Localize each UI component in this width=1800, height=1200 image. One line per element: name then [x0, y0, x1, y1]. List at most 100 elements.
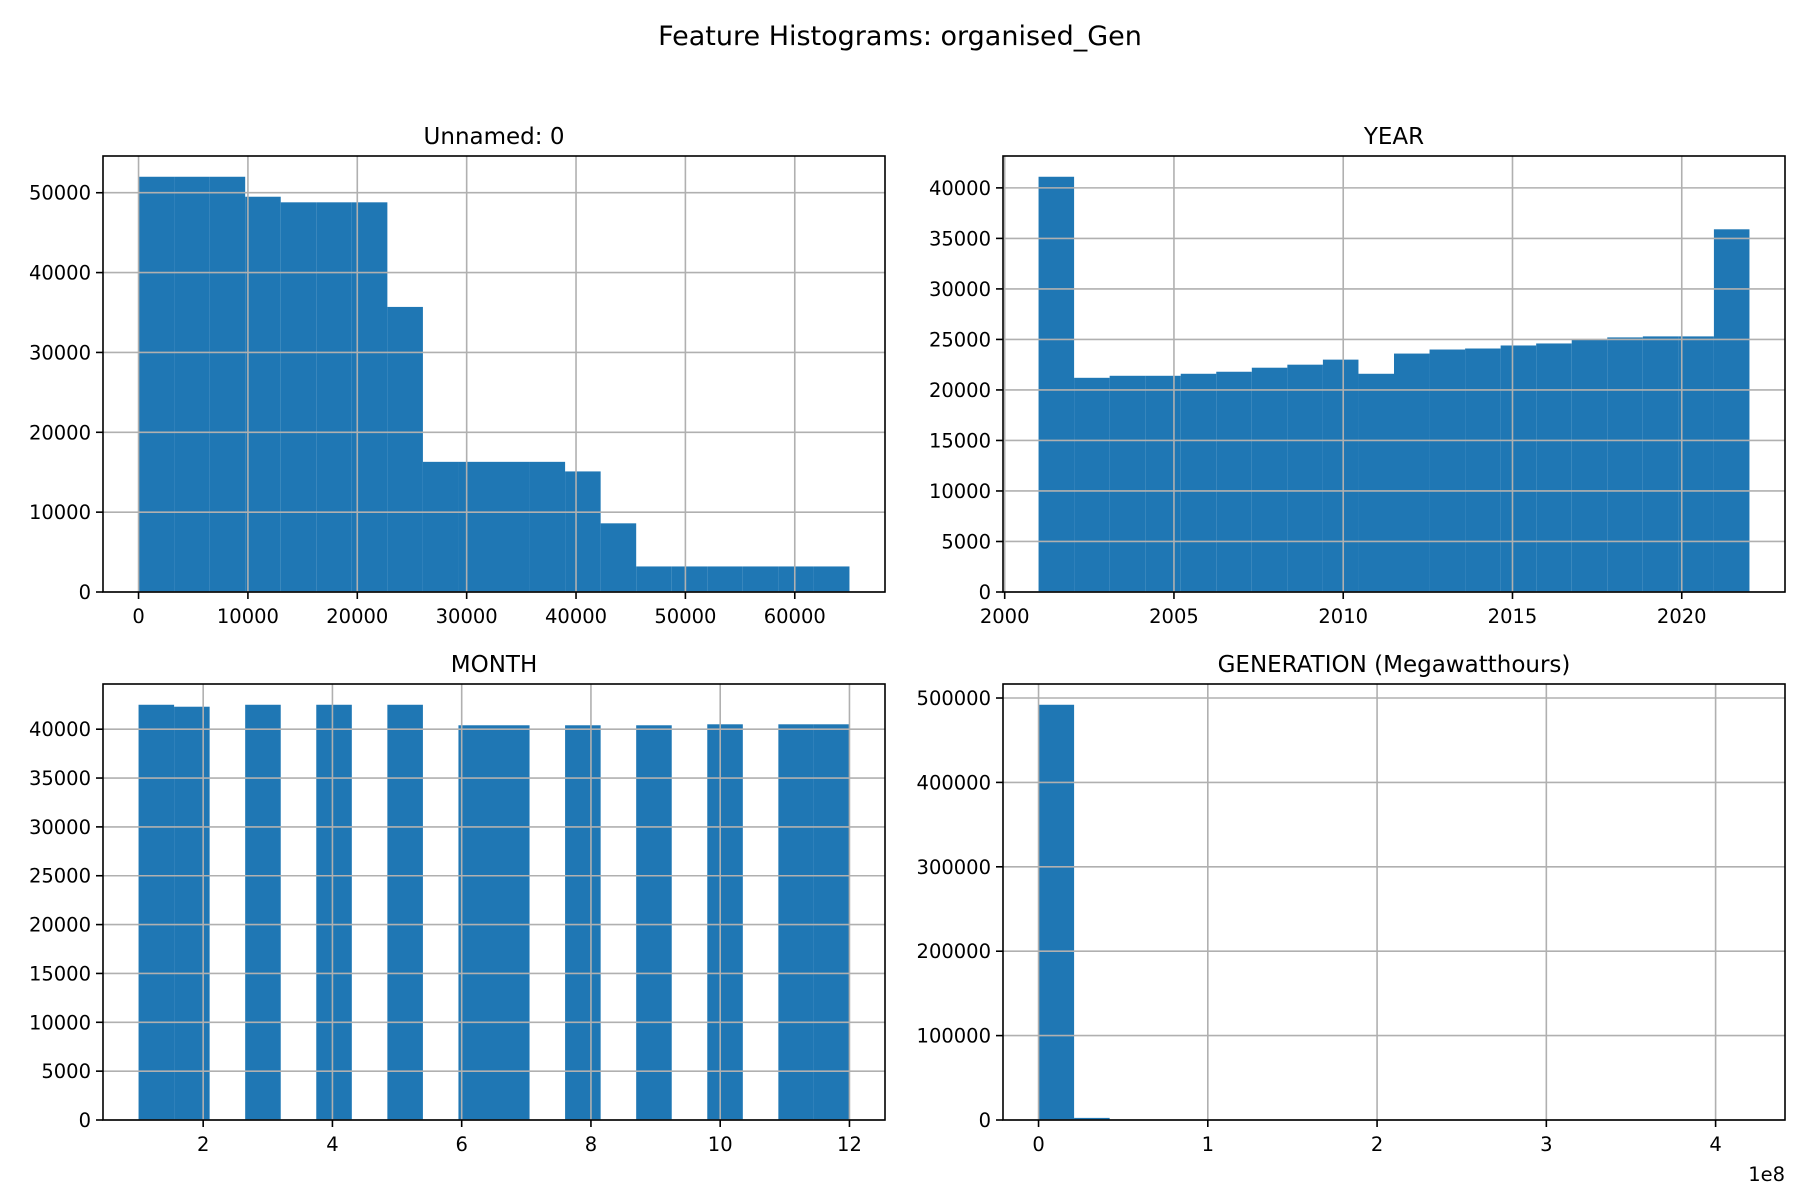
histogram-bar	[1322, 359, 1359, 592]
x-tick-label: 4	[326, 1133, 338, 1156]
histogram-bar	[1642, 336, 1679, 592]
histogram-bar	[778, 724, 814, 1120]
histogram-bar	[813, 724, 850, 1120]
y-tick-label: 40000	[29, 262, 91, 285]
histogram-bar	[1536, 343, 1572, 592]
histogram-bar	[1109, 375, 1146, 592]
histogram-bar	[565, 471, 601, 592]
x-axis-offset-label: 1e8	[1748, 1163, 1785, 1186]
histogram-bar	[316, 202, 352, 592]
histogram-bar	[1571, 339, 1608, 592]
y-tick-label: 10000	[929, 480, 991, 503]
y-tick-label: 25000	[29, 865, 91, 888]
x-tick-label: 2015	[1488, 605, 1538, 628]
x-tick-label: 1	[1202, 1133, 1214, 1156]
x-tick-label: 0	[132, 605, 144, 628]
axes-frame	[1002, 155, 1786, 593]
y-tick-label: 15000	[929, 429, 991, 452]
histogram-bar	[1713, 229, 1750, 593]
histogram-bar	[1251, 367, 1288, 592]
histogram-bar	[1394, 353, 1430, 592]
axes-frame	[102, 683, 886, 1121]
figure-title: Feature Histograms: organised_Gen	[658, 21, 1142, 52]
histogram-bar	[636, 566, 672, 592]
histogram-bar	[1145, 375, 1181, 592]
y-tick-label: 40000	[29, 718, 91, 741]
subplot-title: Unnamed: 0	[424, 124, 565, 150]
histogram-bar	[707, 724, 743, 1120]
histogram-bar	[1465, 348, 1501, 592]
axes-frame	[1002, 683, 1786, 1121]
histogram-bar	[742, 566, 779, 592]
y-tick-label: 5000	[941, 530, 991, 553]
y-tick-label: 10000	[29, 1011, 91, 1034]
y-tick-label: 0	[979, 1109, 991, 1132]
histogram-bar	[1287, 364, 1323, 592]
histogram-bar	[636, 725, 672, 1120]
histogram-bar	[138, 176, 175, 592]
y-tick-label: 10000	[29, 501, 91, 524]
y-tick-label: 5000	[41, 1060, 91, 1083]
y-tick-label: 35000	[29, 767, 91, 790]
y-tick-label: 0	[79, 1109, 91, 1132]
histogram-bar	[529, 461, 566, 592]
histogram-panel-4: 0 1 2 3 4 0 100000 200000 300000 400000 500000 GENE…	[917, 652, 1786, 1186]
histogram-bar	[1358, 373, 1394, 592]
histogram-bar	[1038, 176, 1075, 592]
y-tick-label: 50000	[29, 182, 91, 205]
y-tick-label: 25000	[929, 328, 991, 351]
y-tick-label: 100000	[917, 1025, 991, 1048]
histogram-bar	[1678, 336, 1714, 592]
y-tick-label: 20000	[929, 379, 991, 402]
histogram-bar	[245, 196, 281, 593]
x-tick-label: 6	[455, 1133, 467, 1156]
histogram-panel-3: 2 4 6 8 10 12 0 5000 10000 15000 20000 25000 30000 35…	[29, 652, 886, 1156]
y-tick-label: 400000	[917, 771, 991, 794]
x-tick-label: 2020	[1657, 605, 1707, 628]
histogram-bar	[1429, 349, 1466, 592]
x-tick-label: 60000	[764, 605, 826, 628]
y-tick-label: 0	[79, 581, 91, 604]
histogram-bar	[1500, 345, 1537, 592]
x-tick-label: 0	[1032, 1133, 1044, 1156]
subplot-title: YEAR	[1363, 124, 1424, 150]
histogram-bar	[565, 725, 601, 1120]
y-tick-label: 15000	[29, 962, 91, 985]
y-tick-label: 30000	[29, 341, 91, 364]
histogram-bars	[138, 704, 850, 1120]
histogram-bar	[778, 566, 814, 592]
x-tick-label: 20000	[326, 605, 388, 628]
y-tick-label: 20000	[29, 914, 91, 937]
x-tick-label: 40000	[545, 605, 607, 628]
histogram-bar	[1216, 371, 1252, 592]
axes-frame	[102, 155, 886, 593]
histogram-bar	[494, 461, 530, 592]
x-tick-label: 10	[708, 1133, 733, 1156]
subplot-title: GENERATION (Megawatthours)	[1218, 652, 1571, 678]
x-tick-label: 4	[1709, 1133, 1721, 1156]
x-tick-label: 2	[1371, 1133, 1383, 1156]
histogram-bar	[707, 566, 743, 592]
x-tick-label: 12	[837, 1133, 862, 1156]
y-tick-label: 35000	[929, 227, 991, 250]
x-tick-label: 10000	[217, 605, 279, 628]
histogram-bar	[138, 704, 175, 1120]
y-tick-label: 200000	[917, 940, 991, 963]
histogram-bars	[1038, 704, 1359, 1120]
y-tick-label: 20000	[29, 421, 91, 444]
histogram-bar	[280, 202, 317, 592]
histogram-bar	[458, 725, 494, 1120]
histogram-bar	[1180, 373, 1217, 592]
histogram-bars	[1038, 176, 1750, 593]
histogram-bar	[174, 176, 210, 592]
histogram-bar	[813, 566, 850, 592]
histogram-panel-1: 0 10000 20000 30000 40000 50000 60000 0 10000 200…	[29, 124, 886, 628]
histogram-bars	[138, 176, 850, 593]
x-tick-label: 8	[585, 1133, 597, 1156]
y-tick-label: 300000	[917, 856, 991, 879]
histogram-bar	[387, 704, 423, 1120]
y-tick-label: 40000	[929, 177, 991, 200]
histogram-bar	[245, 704, 281, 1120]
